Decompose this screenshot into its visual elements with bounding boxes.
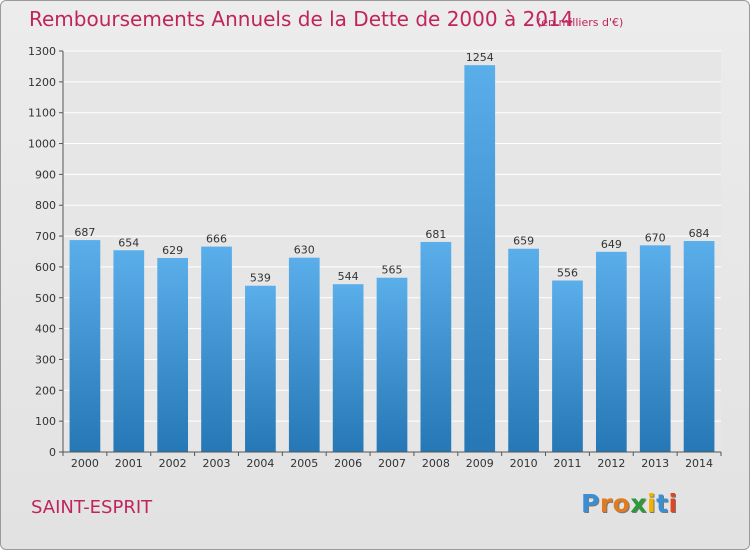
bar xyxy=(464,65,496,452)
bar-value-label: 630 xyxy=(294,244,315,257)
logo-letter: i xyxy=(668,489,678,518)
bar xyxy=(683,241,715,452)
y-tick-label: 1300 xyxy=(28,45,56,58)
x-tick-label: 2014 xyxy=(685,457,713,470)
bar-value-label: 565 xyxy=(382,264,403,277)
x-tick-label: 2004 xyxy=(246,457,274,470)
bar-value-label: 654 xyxy=(118,236,139,249)
bars: 687 654 629 666 539 630 544 565 681 1254 659 556 649… xyxy=(69,51,715,452)
y-tick-label: 200 xyxy=(35,384,56,397)
proxiti-logo: Proxiti xyxy=(581,489,678,518)
x-tick-label: 2000 xyxy=(71,457,99,470)
y-tick-label: 400 xyxy=(35,323,56,336)
x-tick-label: 2003 xyxy=(203,457,231,470)
chart-title: Remboursements Annuels de la Dette de 20… xyxy=(29,7,574,31)
y-tick-label: 1000 xyxy=(28,138,56,151)
x-tick-label: 2008 xyxy=(422,457,450,470)
x-tick-label: 2012 xyxy=(597,457,625,470)
bar xyxy=(420,241,452,452)
bar xyxy=(552,280,583,452)
chart-unit: (en milliers d'€) xyxy=(537,16,624,29)
logo-letter: t xyxy=(656,489,669,518)
logo-letter: i xyxy=(647,489,657,518)
bar xyxy=(376,277,408,452)
x-tick-label: 2002 xyxy=(159,457,187,470)
x-tick-label: 2009 xyxy=(466,457,494,470)
logo-letter: x xyxy=(630,489,647,518)
bar-value-label: 649 xyxy=(601,238,622,251)
y-tick-label: 100 xyxy=(35,415,56,428)
y-tick-label: 700 xyxy=(35,230,56,243)
y-axis: 0 100 200 300 400 500 600 700 800 900 1000 1100 1200… xyxy=(28,45,64,459)
bar xyxy=(245,285,276,452)
bar-value-label: 1254 xyxy=(466,51,494,64)
x-tick-label: 2001 xyxy=(115,457,143,470)
y-tick-label: 600 xyxy=(35,261,56,274)
bar xyxy=(201,246,232,452)
bar-value-label: 666 xyxy=(206,233,227,246)
x-tick-label: 2007 xyxy=(378,457,406,470)
y-tick-label: 1200 xyxy=(28,76,56,89)
bar-value-label: 629 xyxy=(162,244,183,257)
bar xyxy=(508,248,539,452)
x-axis: 2000 2001 2002 2003 2004 2005 2006 2007 2008 2009… xyxy=(62,451,722,470)
bar xyxy=(113,250,145,452)
logo-letter: r xyxy=(599,489,613,518)
x-tick-label: 2013 xyxy=(641,457,669,470)
commune-name: SAINT-ESPRIT xyxy=(31,497,153,518)
bar-value-label: 684 xyxy=(689,227,710,240)
bar xyxy=(288,257,320,452)
x-tick-label: 2005 xyxy=(290,457,318,470)
y-tick-label: 900 xyxy=(35,168,56,181)
x-tick-label: 2006 xyxy=(334,457,362,470)
bar xyxy=(639,245,671,452)
logo-letter: P xyxy=(581,489,600,518)
bar-value-label: 670 xyxy=(645,231,666,244)
bar xyxy=(595,251,627,452)
bar xyxy=(69,240,101,452)
x-tick-label: 2010 xyxy=(510,457,538,470)
bar-value-label: 556 xyxy=(557,266,578,279)
bar xyxy=(332,284,364,452)
bar-value-label: 687 xyxy=(74,226,95,239)
y-tick-label: 500 xyxy=(35,292,56,305)
bar xyxy=(157,257,189,452)
logo-letter: o xyxy=(612,489,631,518)
bar-value-label: 539 xyxy=(250,272,271,285)
x-tick-label: 2011 xyxy=(553,457,581,470)
bar-value-label: 659 xyxy=(513,235,534,248)
y-tick-label: 0 xyxy=(49,446,56,459)
y-tick-label: 1100 xyxy=(28,107,56,120)
bar-value-label: 544 xyxy=(338,270,359,283)
bar-value-label: 681 xyxy=(425,228,446,241)
y-tick-label: 300 xyxy=(35,353,56,366)
y-tick-label: 800 xyxy=(35,199,56,212)
